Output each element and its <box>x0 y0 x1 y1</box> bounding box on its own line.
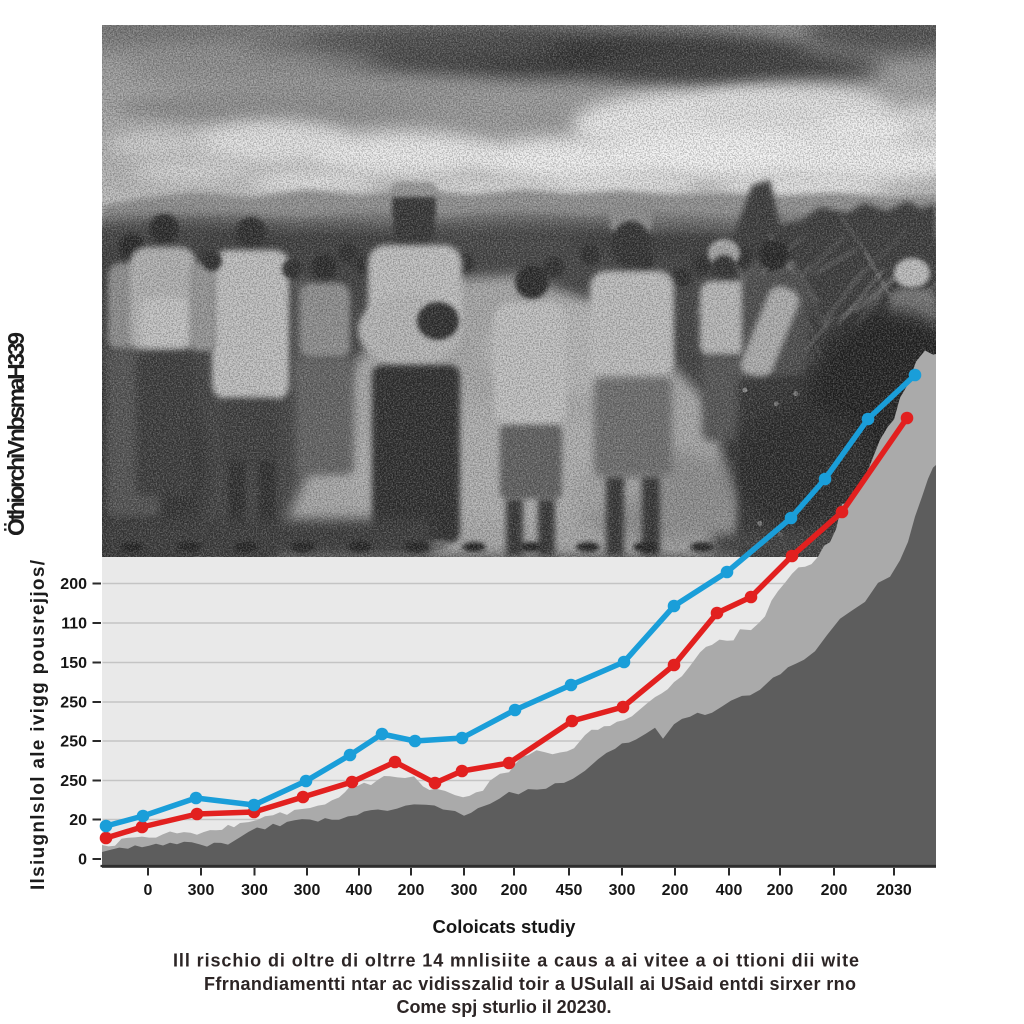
svg-text:200: 200 <box>501 882 528 899</box>
svg-text:150: 150 <box>60 655 87 672</box>
svg-text:200: 200 <box>60 576 87 593</box>
svg-text:Coloicats studiy: Coloicats studiy <box>433 916 577 937</box>
svg-text:200: 200 <box>662 882 689 899</box>
svg-text:200: 200 <box>398 882 425 899</box>
svg-text:450: 450 <box>556 882 583 899</box>
svg-text:Ilsiugnlslol ale ivigg pousrej: Ilsiugnlslol ale ivigg pousrejjos/ <box>28 559 49 890</box>
svg-text:250: 250 <box>60 773 87 790</box>
svg-text:20: 20 <box>69 812 87 829</box>
svg-text:300: 300 <box>188 882 215 899</box>
svg-text:250: 250 <box>60 695 87 712</box>
svg-text:Ill rischio di oltre di oltrre: Ill rischio di oltre di oltrre 14 mnlisi… <box>173 951 859 971</box>
svg-text:200: 200 <box>767 882 794 899</box>
svg-text:2030: 2030 <box>876 882 912 899</box>
svg-text:Come spj sturlio il 20230.: Come spj sturlio il 20230. <box>397 997 612 1017</box>
svg-text:0: 0 <box>78 852 87 869</box>
svg-text:200: 200 <box>821 882 848 899</box>
svg-text:400: 400 <box>346 882 373 899</box>
svg-text:300: 300 <box>241 882 268 899</box>
svg-text:300: 300 <box>451 882 478 899</box>
svg-text:300: 300 <box>294 882 321 899</box>
svg-text:0: 0 <box>144 882 153 899</box>
svg-text:300: 300 <box>609 882 636 899</box>
svg-text:400: 400 <box>716 882 743 899</box>
svg-text:250: 250 <box>60 734 87 751</box>
svg-text:ÖthiorchiVnbsmaH339: ÖthiorchiVnbsmaH339 <box>3 332 29 536</box>
svg-text:110: 110 <box>61 616 87 633</box>
svg-text:Ffrnandiamentti ntar ac vidiss: Ffrnandiamentti ntar ac vidisszalid toir… <box>204 974 856 994</box>
